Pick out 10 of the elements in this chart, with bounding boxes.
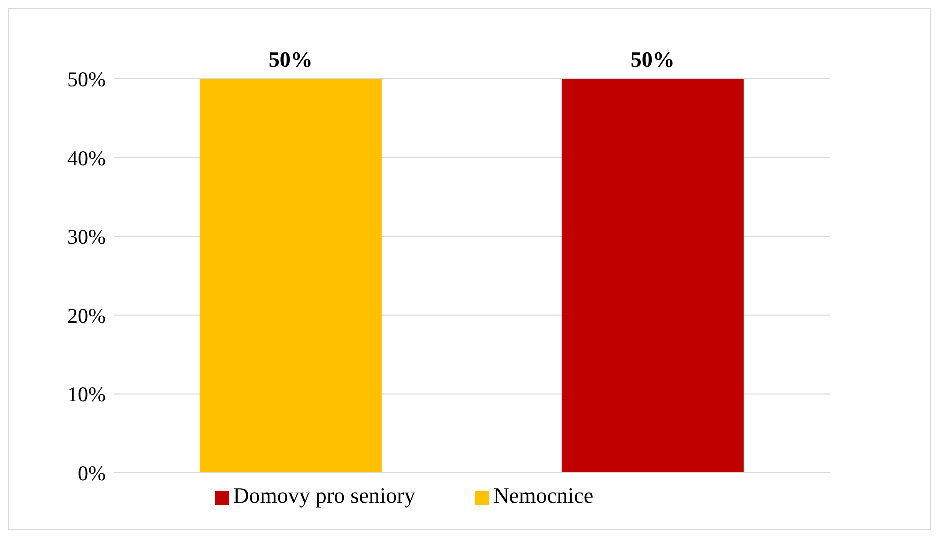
data-label: 50% <box>268 47 313 72</box>
y-tick-label: 50% <box>68 67 106 92</box>
data-label: 50% <box>630 47 675 72</box>
y-tick-label: 30% <box>68 225 106 250</box>
y-tick-label: 10% <box>68 382 106 407</box>
y-tick-label: 20% <box>68 304 106 328</box>
legend-label: Nemocnice <box>493 483 594 508</box>
legend-label: Domovy pro seniory <box>233 483 416 508</box>
y-tick-label: 0% <box>78 461 106 486</box>
y-tick-label: 40% <box>68 146 106 170</box>
